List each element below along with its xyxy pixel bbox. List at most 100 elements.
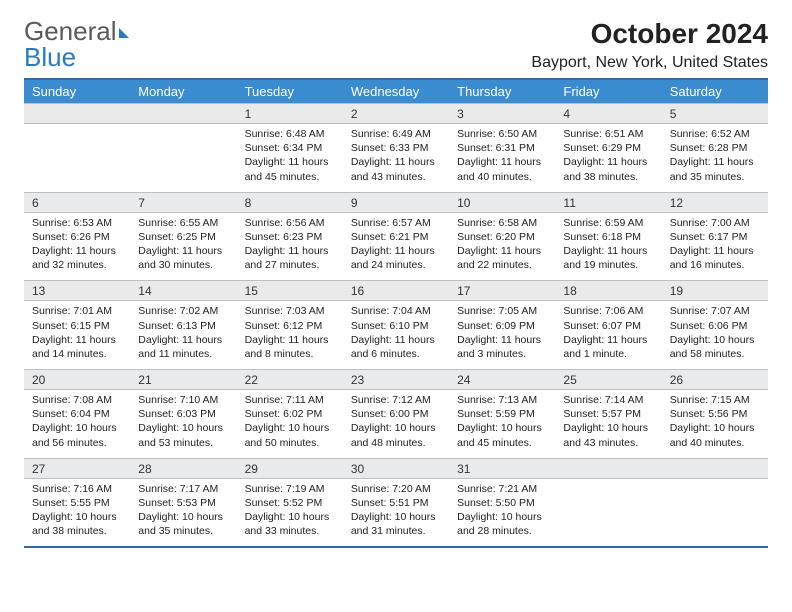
day-number-cell: 17 (449, 281, 555, 301)
day-sr: Sunrise: 6:52 AM (670, 127, 760, 141)
day-number-cell: 16 (343, 281, 449, 301)
day-d2: and 22 minutes. (457, 258, 547, 272)
weekday-header: Monday (130, 79, 236, 104)
day-info-cell: Sunrise: 7:00 AMSunset: 6:17 PMDaylight:… (662, 212, 768, 281)
day-sr: Sunrise: 6:59 AM (563, 216, 653, 230)
day-d2: and 38 minutes. (563, 170, 653, 184)
day-info-cell: Sunrise: 6:49 AMSunset: 6:33 PMDaylight:… (343, 124, 449, 193)
day-sr: Sunrise: 7:10 AM (138, 393, 228, 407)
day-ss: Sunset: 5:53 PM (138, 496, 228, 510)
day-number-cell: 28 (130, 458, 236, 478)
day-d2: and 3 minutes. (457, 347, 547, 361)
day-ss: Sunset: 6:26 PM (32, 230, 122, 244)
day-d2: and 11 minutes. (138, 347, 228, 361)
day-d2: and 1 minute. (563, 347, 653, 361)
day-number-cell: 8 (237, 192, 343, 212)
day-info-cell: Sunrise: 6:52 AMSunset: 6:28 PMDaylight:… (662, 124, 768, 193)
day-ss: Sunset: 6:07 PM (563, 319, 653, 333)
day-d1: Daylight: 10 hours (563, 421, 653, 435)
day-d2: and 45 minutes. (457, 436, 547, 450)
day-sr: Sunrise: 7:16 AM (32, 482, 122, 496)
day-number-cell: 4 (555, 104, 661, 124)
day-number-cell: 6 (24, 192, 130, 212)
weekday-header: Tuesday (237, 79, 343, 104)
day-d1: Daylight: 10 hours (457, 421, 547, 435)
day-ss: Sunset: 6:02 PM (245, 407, 335, 421)
day-d1: Daylight: 11 hours (351, 155, 441, 169)
day-d1: Daylight: 11 hours (457, 333, 547, 347)
day-d2: and 45 minutes. (245, 170, 335, 184)
day-info-row: Sunrise: 6:48 AMSunset: 6:34 PMDaylight:… (24, 124, 768, 193)
day-number-cell: 9 (343, 192, 449, 212)
day-d1: Daylight: 10 hours (32, 510, 122, 524)
day-d1: Daylight: 11 hours (32, 333, 122, 347)
day-d2: and 31 minutes. (351, 524, 441, 538)
day-number-cell: 26 (662, 370, 768, 390)
day-d1: Daylight: 10 hours (457, 510, 547, 524)
day-d2: and 43 minutes. (563, 436, 653, 450)
day-sr: Sunrise: 7:19 AM (245, 482, 335, 496)
day-sr: Sunrise: 6:56 AM (245, 216, 335, 230)
day-d1: Daylight: 11 hours (670, 155, 760, 169)
day-ss: Sunset: 6:25 PM (138, 230, 228, 244)
calendar-table: Sunday Monday Tuesday Wednesday Thursday… (24, 78, 768, 548)
day-info-cell: Sunrise: 7:08 AMSunset: 6:04 PMDaylight:… (24, 390, 130, 459)
day-info-cell: Sunrise: 6:57 AMSunset: 6:21 PMDaylight:… (343, 212, 449, 281)
day-ss: Sunset: 6:17 PM (670, 230, 760, 244)
day-ss: Sunset: 6:20 PM (457, 230, 547, 244)
day-d1: Daylight: 10 hours (32, 421, 122, 435)
day-ss: Sunset: 6:13 PM (138, 319, 228, 333)
day-sr: Sunrise: 6:55 AM (138, 216, 228, 230)
day-d2: and 58 minutes. (670, 347, 760, 361)
day-info-cell: Sunrise: 7:16 AMSunset: 5:55 PMDaylight:… (24, 478, 130, 547)
day-sr: Sunrise: 7:08 AM (32, 393, 122, 407)
day-info-cell: Sunrise: 7:06 AMSunset: 6:07 PMDaylight:… (555, 301, 661, 370)
day-ss: Sunset: 6:09 PM (457, 319, 547, 333)
brand-logo: General Blue (24, 18, 129, 70)
day-sr: Sunrise: 6:58 AM (457, 216, 547, 230)
day-d2: and 38 minutes. (32, 524, 122, 538)
day-number-cell: 3 (449, 104, 555, 124)
day-ss: Sunset: 6:28 PM (670, 141, 760, 155)
day-info-cell: Sunrise: 7:07 AMSunset: 6:06 PMDaylight:… (662, 301, 768, 370)
day-ss: Sunset: 6:12 PM (245, 319, 335, 333)
day-info-row: Sunrise: 6:53 AMSunset: 6:26 PMDaylight:… (24, 212, 768, 281)
day-number-cell: 23 (343, 370, 449, 390)
day-d1: Daylight: 10 hours (670, 421, 760, 435)
day-ss: Sunset: 5:52 PM (245, 496, 335, 510)
day-sr: Sunrise: 6:48 AM (245, 127, 335, 141)
day-sr: Sunrise: 6:51 AM (563, 127, 653, 141)
day-number-cell: 14 (130, 281, 236, 301)
day-sr: Sunrise: 7:03 AM (245, 304, 335, 318)
day-ss: Sunset: 6:23 PM (245, 230, 335, 244)
weekday-header: Wednesday (343, 79, 449, 104)
day-info-cell: Sunrise: 6:55 AMSunset: 6:25 PMDaylight:… (130, 212, 236, 281)
day-d1: Daylight: 10 hours (245, 510, 335, 524)
day-info-cell (24, 124, 130, 193)
day-d2: and 27 minutes. (245, 258, 335, 272)
day-number-cell (130, 104, 236, 124)
day-number-row: 2728293031 (24, 458, 768, 478)
day-d2: and 28 minutes. (457, 524, 547, 538)
day-d2: and 19 minutes. (563, 258, 653, 272)
day-sr: Sunrise: 7:05 AM (457, 304, 547, 318)
day-info-cell: Sunrise: 7:17 AMSunset: 5:53 PMDaylight:… (130, 478, 236, 547)
day-d1: Daylight: 11 hours (563, 333, 653, 347)
month-title: October 2024 (531, 18, 768, 50)
day-info-cell (555, 478, 661, 547)
day-ss: Sunset: 6:31 PM (457, 141, 547, 155)
day-sr: Sunrise: 7:06 AM (563, 304, 653, 318)
day-sr: Sunrise: 7:21 AM (457, 482, 547, 496)
day-number-cell: 11 (555, 192, 661, 212)
weekday-header: Sunday (24, 79, 130, 104)
day-ss: Sunset: 6:04 PM (32, 407, 122, 421)
day-info-cell: Sunrise: 7:10 AMSunset: 6:03 PMDaylight:… (130, 390, 236, 459)
day-ss: Sunset: 6:03 PM (138, 407, 228, 421)
day-d2: and 8 minutes. (245, 347, 335, 361)
day-number-cell: 25 (555, 370, 661, 390)
page-header: General Blue October 2024 Bayport, New Y… (24, 18, 768, 72)
day-info-cell (130, 124, 236, 193)
day-d2: and 40 minutes. (457, 170, 547, 184)
day-sr: Sunrise: 7:13 AM (457, 393, 547, 407)
day-number-row: 12345 (24, 104, 768, 124)
